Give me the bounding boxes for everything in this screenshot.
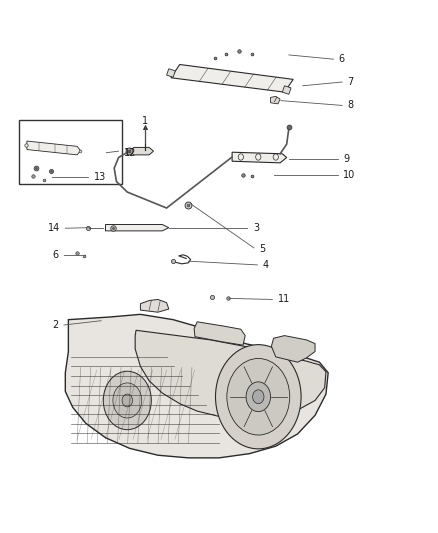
Text: 14: 14 <box>48 223 60 233</box>
Polygon shape <box>232 152 287 163</box>
Text: 4: 4 <box>263 261 269 270</box>
Circle shape <box>122 394 133 407</box>
Text: 7: 7 <box>347 77 353 87</box>
Circle shape <box>246 382 271 411</box>
Text: 5: 5 <box>259 245 265 254</box>
Text: 13: 13 <box>94 172 106 182</box>
Polygon shape <box>27 141 81 155</box>
Text: 12: 12 <box>124 148 136 158</box>
Polygon shape <box>171 64 293 92</box>
Polygon shape <box>106 224 169 231</box>
Polygon shape <box>166 69 175 77</box>
Polygon shape <box>194 322 245 345</box>
Circle shape <box>253 390 264 403</box>
Circle shape <box>215 345 301 449</box>
Polygon shape <box>283 86 291 94</box>
Polygon shape <box>271 96 280 104</box>
Text: 3: 3 <box>253 223 259 233</box>
Text: 6: 6 <box>52 250 58 260</box>
Text: 6: 6 <box>339 54 345 64</box>
Polygon shape <box>272 336 315 362</box>
Circle shape <box>113 383 142 418</box>
Text: 10: 10 <box>343 170 355 180</box>
Polygon shape <box>130 148 153 155</box>
Circle shape <box>227 359 290 435</box>
Text: 8: 8 <box>347 100 353 110</box>
Text: 2: 2 <box>52 320 58 330</box>
Polygon shape <box>141 300 169 312</box>
Polygon shape <box>65 314 328 458</box>
Circle shape <box>103 371 151 430</box>
Text: 9: 9 <box>343 154 349 164</box>
Text: 11: 11 <box>278 294 290 304</box>
Text: 1: 1 <box>142 116 148 126</box>
FancyBboxPatch shape <box>19 120 122 184</box>
Polygon shape <box>135 330 326 418</box>
